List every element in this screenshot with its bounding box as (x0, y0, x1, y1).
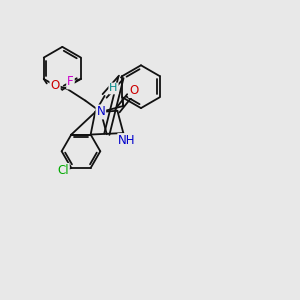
Text: H: H (109, 83, 118, 94)
Text: N: N (97, 106, 105, 118)
Text: NH: NH (118, 134, 136, 147)
Text: O: O (129, 84, 138, 97)
Text: O: O (50, 79, 60, 92)
Text: Cl: Cl (57, 164, 69, 177)
Text: F: F (67, 75, 74, 88)
